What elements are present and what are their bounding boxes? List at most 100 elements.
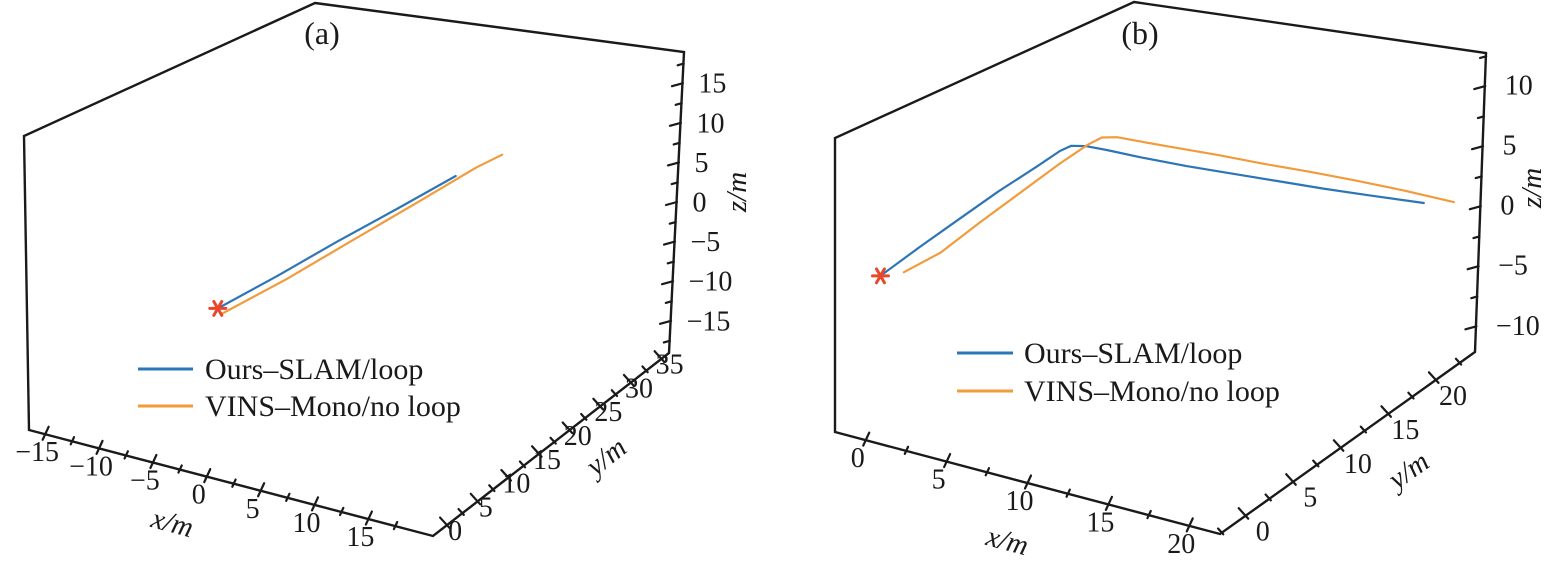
panel-a-x-major-tick [41,425,50,441]
panel-a-y-tick-label: 25 [594,397,622,428]
panel-a-y-minor-tick [518,460,527,469]
legend-label-vins: VINS–Mono/no loop [205,390,461,423]
series-vins-trajectory-a [221,153,504,315]
panel-b-z-major-tick [1464,325,1478,331]
panel-a-z-tick-label: 5 [694,148,708,179]
panel-a-y-major-tick [592,397,604,411]
legend-label-ours: Ours–SLAM/loop [205,353,423,386]
panel-a-y-major-tick [653,350,666,363]
panel-a-z-minor-tick [668,220,677,225]
panel-b-z-major-tick [1473,85,1487,91]
panel-a-x-minor-tick [231,478,237,488]
panel-a-start-marker-icon [208,299,228,317]
panel-b-z-minor-tick [1472,235,1481,240]
panel-b-y-tick-label: 20 [1439,381,1467,412]
panel-a-z-axis-label: z/m [721,172,753,213]
panel-b-y-minor-tick [1312,459,1320,468]
panel-a-z-minor-tick [666,260,675,265]
panel-a-x-major-tick [149,453,158,470]
panel-b-title: (b) [1121,15,1158,51]
panel-a-y-tick-label: 5 [479,492,493,523]
panel-b-axes-box [833,0,1488,536]
panel-b-y-minor-tick [1454,357,1463,366]
panel-a-z-tick-label: 15 [698,69,726,100]
panel-a-plot: −15 −10 −5 0 5 10 15 05101520253035151050−5−10−… [15,1,732,553]
panel-a-y-tick-label: 0 [448,516,462,547]
panel-a-title: (a) [304,15,340,51]
panel-a-y-minor-tick [641,365,649,374]
panel-a-y-major-tick [500,468,512,482]
panel-a-z-minor-tick [670,181,679,186]
panel-b-plot: 0 5 10 15 20 0 5 10 15 20 10 5 0 −5 −10 [833,0,1540,560]
panel-b-z-minor-tick [1478,55,1488,60]
panel-a-y-major-tick [530,445,543,458]
panel-a-x-tick-label: 10 [292,508,320,539]
panel-b-y-major-tick [1237,507,1250,520]
panel-a-z-major-tick [662,240,677,246]
panel-a-z-minor-tick [674,102,683,106]
panel-a-z-tick-label: −5 [691,227,721,258]
panel-a-y-major-tick [622,373,635,387]
panel-a-x-tick-label: −5 [130,466,160,497]
panel-b-start-marker-icon [870,267,890,285]
panel-b-z-tick-label: 5 [1503,131,1517,162]
panel-a-x-minor-tick [392,520,399,531]
series-ours-trajectory-a [216,174,457,310]
panel-a-z-tick-label: 10 [696,108,724,139]
panel-a-x-minor-tick [177,464,183,474]
panel-b-x-minor-tick [903,445,910,455]
panel-a-x-tick-label: 0 [192,480,206,511]
legend-b: Ours–SLAM/loop VINS–Mono/no loop [957,337,1280,408]
panel-a-x-axis-label: x/m [147,502,197,544]
panel-b-z-minor-tick [1470,295,1479,300]
panel-a-z-major-tick [660,280,675,286]
panel-a-y-major-tick [438,516,451,530]
panel-b-y-minor-tick [1264,493,1272,502]
panel-a-y-minor-tick [549,436,557,445]
panel-a-y-minor-tick [488,484,496,493]
panel-b-z-tick-label: −10 [1496,311,1540,342]
panel-b-x-tick-label: 0 [851,443,865,474]
panel-a-y-minor-tick [457,507,465,516]
panel-a-y-minor-tick [610,389,619,398]
panel-a-z-major-tick [670,82,685,88]
panel-a-x-major-tick [364,510,373,526]
panel-a-y-major-tick [561,421,574,435]
panel-b-x-major-tick [1104,495,1113,512]
panel-a-z-major-tick [658,319,673,325]
panel-b-x-minor-tick [1146,509,1152,520]
panel-b-y-tick-label: 5 [1303,483,1317,514]
panel-b-y-major-tick [1285,473,1297,486]
panel-a-x-tick-label: −15 [15,437,59,468]
legend-label-vins: VINS–Mono/no loop [1024,375,1280,408]
panel-a-z-minor-tick [662,339,671,344]
panel-a-y-tick-label: 35 [656,350,684,381]
panel-a-y-tick-label: 20 [564,421,592,452]
panel-a-x-major-tick [310,496,320,512]
panel-a-y-major-tick [469,492,482,506]
panel-a-z-minor-tick [676,62,685,67]
panel-b-y-tick-label: 0 [1256,517,1270,548]
panel-a-y-tick-label: 30 [625,373,653,404]
panel-b-z-tick-label: 10 [1505,71,1533,102]
panel-b-z-tick-label: 0 [1500,191,1514,222]
panel-a-y-tick-label: 15 [533,445,561,476]
panel-b-z-tick-label: −5 [1498,251,1528,282]
panel-b-y-minor-tick [1216,527,1225,536]
panel-b-x-tick-label: 5 [932,465,946,496]
panel-a-z-major-tick [664,200,679,207]
panel-a-z-minor-tick [672,141,681,146]
panel-b-x-major-tick [1023,474,1033,490]
panel-a-z-minor-tick [664,300,673,304]
panel-b-z-minor-tick [1474,175,1483,180]
panel-b-x-major-tick [1185,517,1194,533]
panel-b-y-axis-label: y/m [1380,446,1435,498]
panel-a-z-tick-label: 0 [693,188,707,219]
panel-a-z-major-tick [666,161,681,167]
panel-b-y-major-tick [1380,405,1393,418]
panel-a-x-minor-tick [285,492,291,502]
panel-a-y-minor-tick [580,412,588,421]
legend-a: Ours–SLAM/loop VINS–Mono/no loop [138,353,461,423]
panel-b-y-tick-label: 15 [1391,415,1419,446]
